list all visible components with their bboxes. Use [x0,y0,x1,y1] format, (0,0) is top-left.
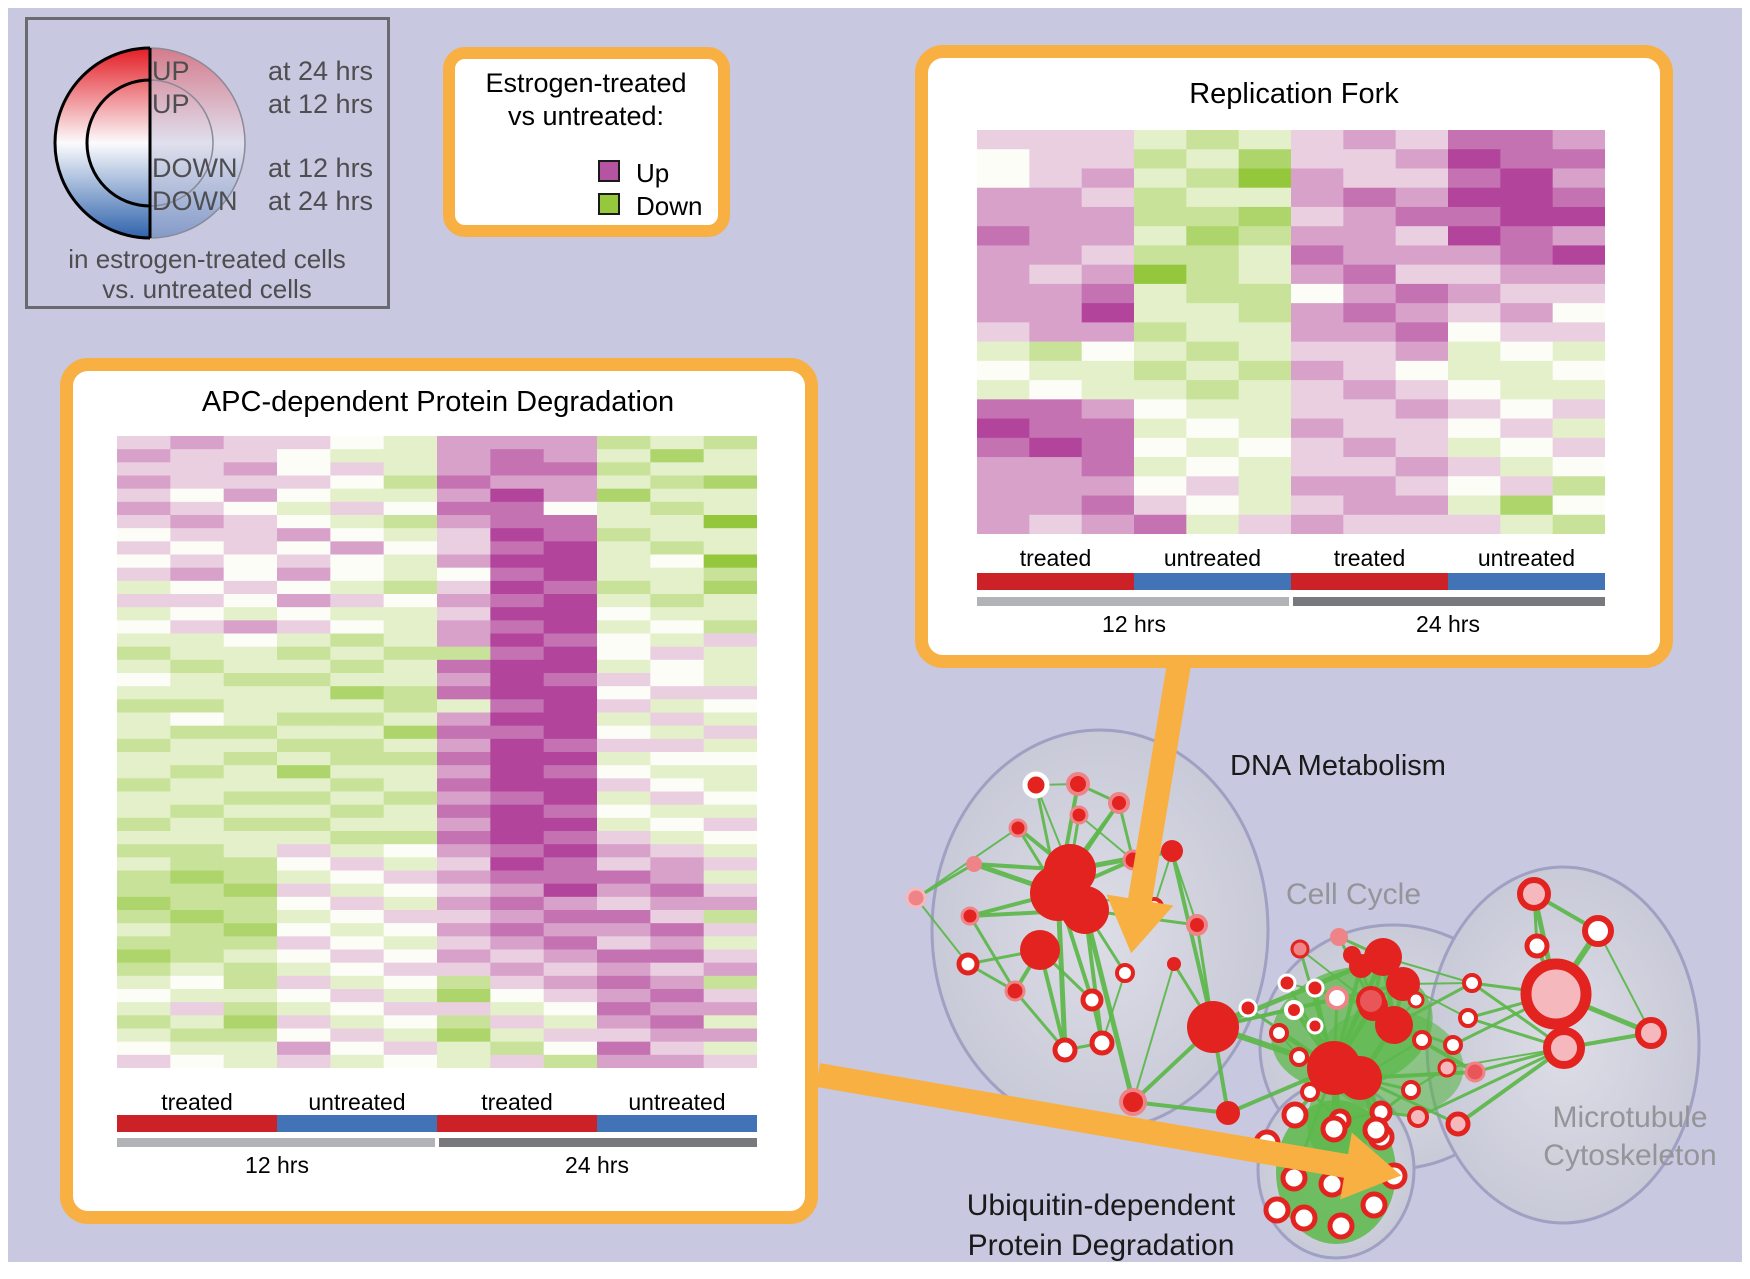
apc-group-label-2: treated [481,1089,553,1115]
apc-group-label-3: untreated [628,1089,726,1115]
updown-dir-0: UP [152,56,190,86]
rf-time-label-24h: 24 hrs [1416,611,1480,637]
rf-untreated-24h-bar [1448,573,1605,590]
updown-time-0: at 24 hrs [268,56,374,86]
cluster-label-microtubule: Microtubule Cytoskeleton [1500,1099,1750,1175]
apc-treated-12h-bar [117,1115,277,1132]
apc-treated-24h-bar [437,1115,597,1132]
updown-caption-line1: in estrogen-treated cells [68,244,346,274]
apc-heatmap [117,436,757,1068]
rf-24h-bar [1293,597,1605,606]
updown-caption-line2: vs. untreated cells [102,274,312,304]
cluster-label-ubiquitin-line2: Protein Degradation [967,1229,1235,1262]
estrogen-legend-title-line2: vs untreated: [507,101,665,131]
rf-heatmap [977,130,1605,534]
cluster-label-ubiquitin: Ubiquitin-dependent Protein Degradation [950,1186,1252,1266]
up-swatch-label: Up [636,158,670,188]
cluster-label-microtubule-line2: Cytoskeleton [1543,1139,1717,1172]
updown-time-2: at 12 hrs [268,153,374,183]
rf-group-label-1: untreated [1163,545,1262,571]
cluster-label-ubiquitin-line1: Ubiquitin-dependent [966,1189,1236,1222]
updown-dir-3: DOWN [152,186,238,216]
rf-group-label-3: untreated [1477,545,1576,571]
updown-time-1: at 12 hrs [268,89,374,119]
apc-untreated-12h-bar [277,1115,437,1132]
apc-24h-bar [439,1138,757,1147]
down-color-swatch [598,193,620,215]
apc-panel-title: APC-dependent Protein Degradation [201,386,675,418]
apc-time-label-12h: 12 hrs [245,1152,309,1178]
updown-legend-box [25,17,390,309]
apc-group-label-0: treated [161,1089,233,1115]
cluster-label-microtubule-line1: Microtubule [1552,1101,1708,1134]
apc-time-label-24h: 24 hrs [565,1152,629,1178]
rf-group-label-0: treated [1019,545,1092,571]
apc-untreated-24h-bar [597,1115,757,1132]
rf-12h-bar [977,597,1289,606]
estrogen-legend-title-line1: Estrogen-treated [485,68,687,98]
rf-group-label-2: treated [1333,545,1406,571]
updown-dir-2: DOWN [152,153,238,183]
apc-group-label-1: untreated [308,1089,406,1115]
rf-treated-24h-bar [1291,573,1448,590]
rf-time-label-12h: 12 hrs [1102,611,1166,637]
apc-12h-bar [117,1138,435,1147]
cluster-label-dna-metabolism: DNA Metabolism [1230,750,1446,782]
updown-time-3: at 24 hrs [268,186,374,216]
estrogen-legend-box [443,47,730,237]
down-swatch-label: Down [636,191,703,221]
cluster-label-cell-cycle: Cell Cycle [1286,878,1422,911]
up-color-swatch [598,160,620,182]
rf-untreated-12h-bar [1134,573,1291,590]
updown-gradient-circle-icon [53,46,246,240]
rf-panel-title: Replication Fork [1189,78,1399,110]
rf-treated-12h-bar [977,573,1134,590]
updown-dir-1: UP [152,89,190,119]
